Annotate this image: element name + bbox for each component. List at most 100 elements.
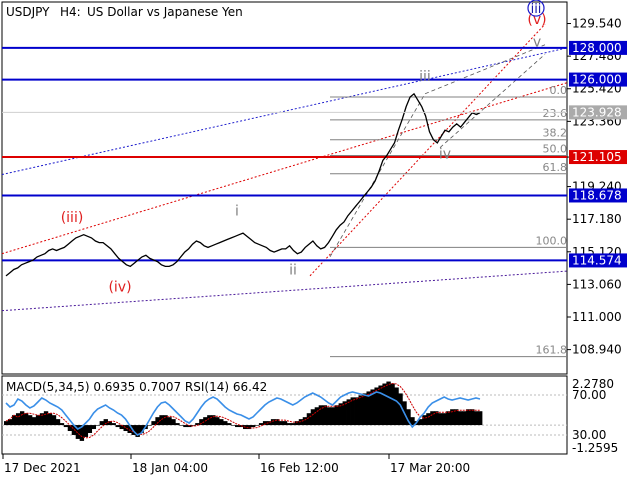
macd-bar [454, 409, 459, 426]
macd-bar [446, 411, 451, 426]
trend-gray-line-c [439, 53, 546, 148]
macd-bar [227, 423, 232, 426]
macd-bar [4, 421, 9, 426]
current-price-box [569, 105, 627, 120]
macd-bar [442, 413, 447, 426]
macd-bar [63, 425, 69, 428]
wave-label: (iv) [108, 280, 131, 296]
macd-bar [298, 419, 304, 426]
macd-bar [290, 423, 296, 426]
macd-bar [362, 393, 367, 426]
macd-bar [314, 407, 320, 426]
macd-bar [79, 425, 85, 441]
macd-bar [254, 425, 260, 426]
fib-level-label: 161.8 [536, 344, 568, 357]
macd-bar [418, 419, 423, 426]
fib-level-label: 100.0 [536, 234, 568, 247]
wave-label: (iii) [61, 210, 84, 226]
macd-bar [274, 419, 280, 426]
level-tag-label: 126.000 [572, 73, 622, 87]
macd-bar [35, 415, 41, 426]
macd-bar [438, 413, 443, 426]
macd-bar [135, 425, 140, 437]
wave-label: iii [419, 69, 431, 85]
macd-bar [278, 421, 284, 426]
indicator-label: MACD(5,34,5) 0.6935 0.7007 RSI(14) 66.42 [6, 380, 267, 394]
macd-bar [474, 411, 479, 426]
macd-bar [318, 405, 324, 426]
macd-bar [19, 411, 25, 426]
indicator-tick-label: 30.00 [572, 428, 606, 442]
macd-bar [223, 421, 228, 426]
trend-red-line [309, 23, 546, 277]
main-pane-frame [1, 1, 568, 375]
macd-bar [171, 419, 176, 426]
macd-bar [286, 423, 292, 426]
level-tag-box [569, 253, 627, 268]
level-tag-label: 118.678 [572, 188, 622, 202]
macd-bar [7, 419, 13, 426]
wave-label: ii [289, 262, 297, 278]
level-tag-box [569, 188, 627, 203]
macd-bar [322, 405, 328, 426]
macd-bar [123, 425, 128, 432]
wave-label: iii [531, 2, 542, 17]
level-tag-box [569, 40, 627, 55]
x-axis-ticks: 17 Dec 2021 18 Jan 04:00 16 Feb 12:00 17 Ma… [2, 454, 470, 475]
macd-bar [398, 393, 403, 426]
macd-bar [107, 421, 112, 426]
fib-level-label: 38.2 [543, 127, 568, 140]
macd-bar [199, 419, 204, 426]
macd-bar [23, 413, 29, 426]
macd-bar [258, 423, 264, 426]
macd-bar [127, 425, 132, 433]
channel-blue-line [1, 47, 568, 176]
macd-bar [338, 403, 343, 426]
macd-bar [207, 415, 212, 426]
macd-bar [11, 415, 17, 426]
macd-bar [466, 409, 471, 426]
macd-bar [366, 391, 371, 426]
macd-bar [426, 413, 431, 426]
macd-bar [139, 425, 144, 433]
rsi-line [5, 391, 481, 436]
description-label: US Dollar vs Japanese Yen [87, 5, 243, 19]
fibonacci-levels: 0.0 23.6 38.2 50.0 61.8 100.0 161.8 [330, 84, 568, 358]
x-tick-label: 17 Dec 2021 [4, 461, 81, 475]
symbol-label: USDJPY [6, 5, 50, 19]
macd-bar [15, 413, 21, 426]
macd-bar [163, 415, 168, 426]
level-tag-label: 128.000 [572, 41, 622, 55]
level-tag-label: 114.574 [572, 253, 622, 267]
macd-bar [410, 417, 415, 426]
macd-bar [434, 411, 439, 426]
macd-bar [219, 419, 224, 426]
macd-bar [231, 425, 236, 426]
macd-bar [378, 385, 383, 426]
price-line [5, 92, 481, 277]
macd-bar [175, 423, 180, 426]
y-tick-label: 111.000 [572, 310, 622, 324]
macd-bar [27, 415, 33, 426]
macd-bar [370, 389, 375, 426]
macd-bar [159, 415, 164, 426]
macd-bar [195, 423, 200, 426]
x-tick-label: 16 Feb 12:00 [260, 461, 339, 475]
macd-bar [39, 413, 45, 426]
price-series [2, 92, 567, 277]
wave-label: i [235, 204, 239, 220]
macd-bar [250, 425, 256, 428]
macd-bar [430, 411, 435, 426]
macd-signal-line [5, 382, 480, 439]
macd-bar [302, 417, 308, 426]
wave-label: v [533, 34, 541, 50]
macd-bar [51, 415, 57, 426]
fib-level-label: 23.6 [543, 107, 568, 120]
macd-bar [67, 425, 73, 432]
indicator-series [2, 381, 567, 441]
macd-bar [354, 397, 359, 426]
macd-bar [330, 407, 336, 426]
